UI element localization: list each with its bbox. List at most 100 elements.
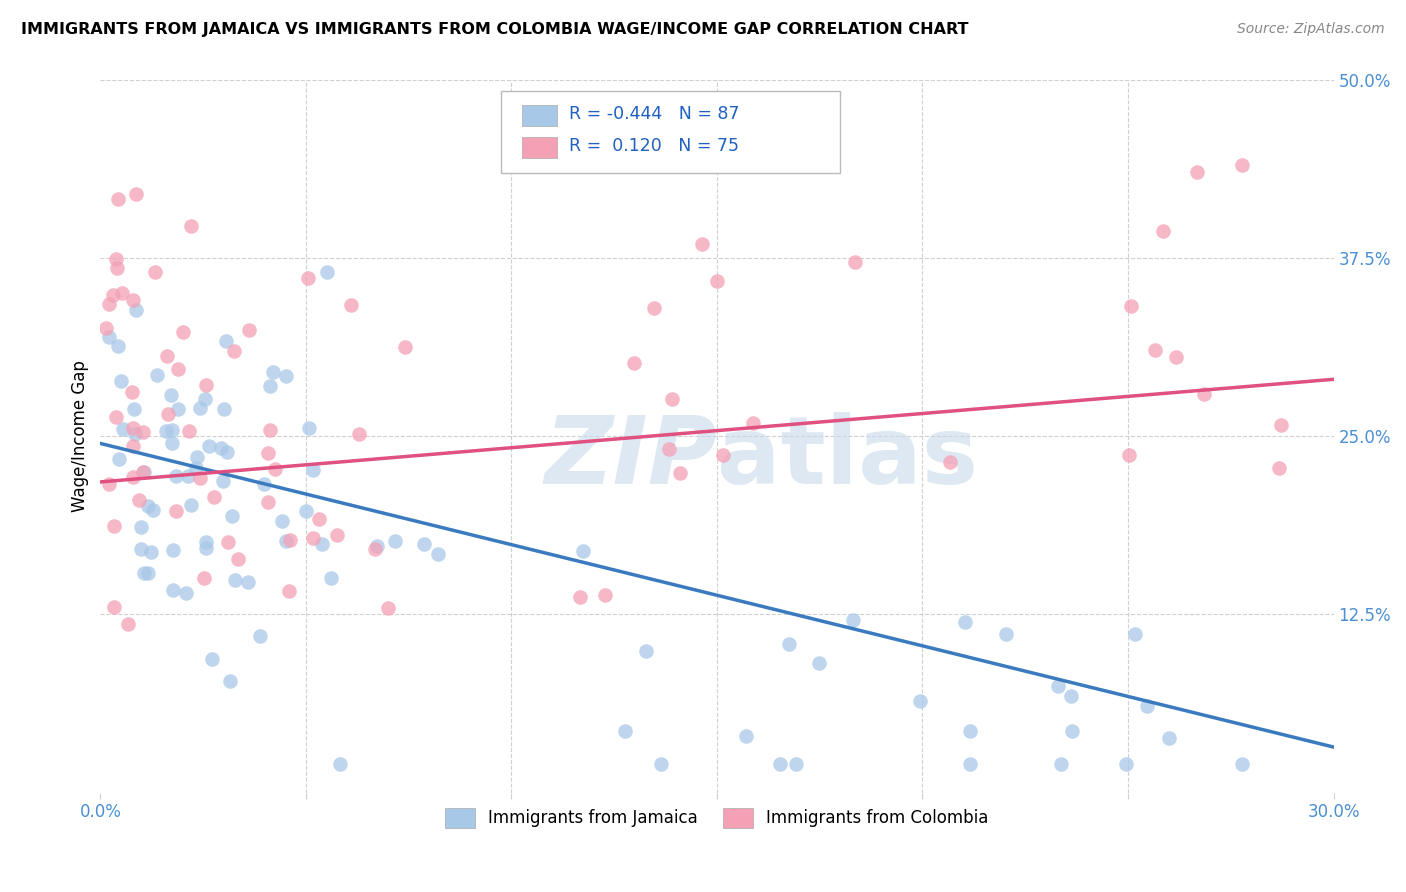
FancyBboxPatch shape xyxy=(501,91,841,173)
Point xyxy=(141,544,163,558)
Point xyxy=(212,402,235,417)
Point xyxy=(1125,627,1147,641)
Point xyxy=(742,416,765,430)
Point xyxy=(122,293,145,307)
Point xyxy=(121,420,143,434)
Point xyxy=(188,471,211,485)
Point xyxy=(162,423,184,437)
Point xyxy=(236,574,259,589)
Point xyxy=(959,757,981,772)
Point xyxy=(202,490,225,504)
Text: Source: ZipAtlas.com: Source: ZipAtlas.com xyxy=(1237,22,1385,37)
Point xyxy=(302,463,325,477)
Point xyxy=(195,378,218,392)
Point xyxy=(277,583,299,598)
Point xyxy=(111,286,134,301)
Point xyxy=(162,543,184,558)
Point xyxy=(1152,224,1174,238)
Point xyxy=(1060,723,1083,738)
Point xyxy=(121,470,143,484)
Point xyxy=(1185,165,1208,179)
Point xyxy=(143,265,166,279)
Point xyxy=(316,265,339,279)
Point xyxy=(162,436,184,450)
Point xyxy=(995,627,1018,641)
Point xyxy=(221,508,243,523)
Point xyxy=(97,330,120,344)
Point xyxy=(690,236,713,251)
Point xyxy=(271,514,294,528)
Point xyxy=(132,425,155,439)
Point xyxy=(658,442,681,457)
Point xyxy=(184,461,207,475)
Point xyxy=(165,468,187,483)
Point xyxy=(136,566,159,580)
Point xyxy=(105,252,128,266)
Point xyxy=(180,498,202,512)
Point xyxy=(953,615,976,629)
Point xyxy=(377,600,399,615)
Point xyxy=(394,340,416,354)
Point xyxy=(121,385,143,400)
Point xyxy=(259,379,281,393)
Point xyxy=(188,401,211,416)
Point xyxy=(259,424,281,438)
Text: R = -0.444   N = 87: R = -0.444 N = 87 xyxy=(569,105,740,123)
Point xyxy=(669,466,692,480)
Point xyxy=(107,192,129,206)
Point xyxy=(593,588,616,602)
Point xyxy=(177,469,200,483)
Point xyxy=(238,323,260,337)
Point xyxy=(413,537,436,551)
Point xyxy=(1118,448,1140,462)
Point xyxy=(136,499,159,513)
Point xyxy=(122,439,145,453)
Point xyxy=(172,325,194,339)
Point xyxy=(160,388,183,402)
Point xyxy=(177,424,200,438)
Point xyxy=(650,757,672,772)
Point xyxy=(572,544,595,558)
Point xyxy=(224,344,246,359)
Text: ZIP: ZIP xyxy=(544,412,717,504)
Text: IMMIGRANTS FROM JAMAICA VS IMMIGRANTS FROM COLOMBIA WAGE/INCOME GAP CORRELATION : IMMIGRANTS FROM JAMAICA VS IMMIGRANTS FR… xyxy=(21,22,969,37)
Point xyxy=(107,338,129,352)
Point xyxy=(713,449,735,463)
Point xyxy=(249,629,271,643)
Point xyxy=(132,466,155,480)
Point xyxy=(384,534,406,549)
Point xyxy=(910,694,932,708)
Point xyxy=(112,422,135,436)
Point xyxy=(326,527,349,541)
Point xyxy=(262,365,284,379)
Y-axis label: Wage/Income Gap: Wage/Income Gap xyxy=(72,360,89,512)
Point xyxy=(134,465,156,479)
Point xyxy=(180,219,202,234)
Point xyxy=(98,477,121,491)
Point xyxy=(364,541,387,556)
Point xyxy=(108,451,131,466)
Point xyxy=(101,288,124,302)
Point xyxy=(1270,417,1292,432)
Point xyxy=(194,535,217,549)
Point xyxy=(366,539,388,553)
Point xyxy=(117,617,139,632)
Point xyxy=(297,420,319,434)
Point xyxy=(105,410,128,425)
Point xyxy=(96,321,118,335)
Point xyxy=(276,368,298,383)
Point xyxy=(1230,757,1253,772)
Point xyxy=(1060,689,1083,703)
Point xyxy=(347,427,370,442)
FancyBboxPatch shape xyxy=(522,137,557,159)
Point xyxy=(844,255,866,269)
Point xyxy=(634,644,657,658)
Point xyxy=(105,260,128,275)
Point xyxy=(193,571,215,585)
Point xyxy=(643,301,665,315)
Point xyxy=(1232,158,1254,172)
Point xyxy=(217,534,239,549)
Point xyxy=(253,477,276,491)
Text: R =  0.120   N = 75: R = 0.120 N = 75 xyxy=(569,137,740,155)
Point xyxy=(311,536,333,550)
